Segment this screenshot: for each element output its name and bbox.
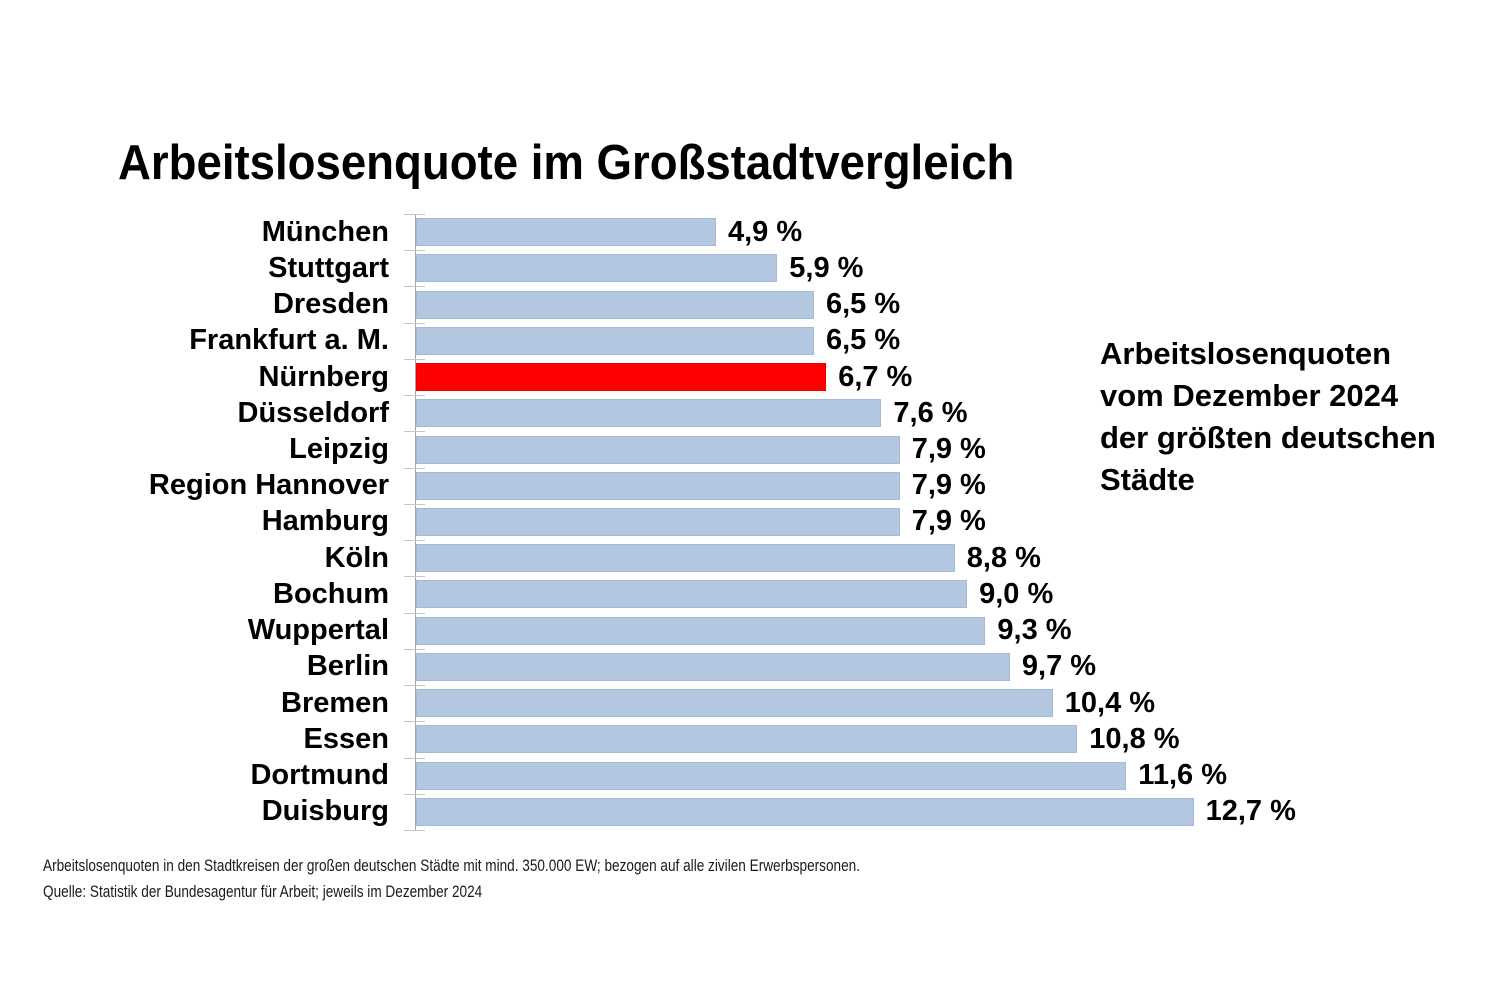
bar <box>416 218 716 247</box>
axis-tick <box>404 757 425 759</box>
bar <box>416 254 778 283</box>
value-label: 11,6 % <box>1138 759 1227 792</box>
bar <box>416 725 1078 754</box>
bar <box>416 507 900 536</box>
value-label: 9,3 % <box>997 614 1072 647</box>
category-label: Duisburg <box>261 795 389 828</box>
footnote-line-1: Arbeitslosenquoten in den Stadtkreisen d… <box>43 856 860 875</box>
axis-tick <box>404 685 425 687</box>
bar-row: Leipzig 7,9 % <box>0 431 1500 467</box>
category-label: München <box>261 215 389 248</box>
bar-row: Bremen 10,4 % <box>0 685 1500 721</box>
value-label: 7,9 % <box>911 469 986 502</box>
bar-row: Düsseldorf 7,6 % <box>0 395 1500 431</box>
category-label: Berlin <box>306 650 389 683</box>
category-label: Stuttgart <box>268 251 389 284</box>
bar <box>416 580 968 609</box>
axis-tick <box>404 214 425 215</box>
axis-tick <box>404 793 425 795</box>
bar-row: München 4,9 % <box>0 214 1500 250</box>
value-label: 7,9 % <box>911 433 986 466</box>
category-label: Region Hannover <box>148 469 389 502</box>
value-label: 6,5 % <box>826 324 901 357</box>
bar <box>416 761 1127 790</box>
axis-tick <box>404 395 425 397</box>
category-axis-line <box>415 214 416 831</box>
value-label: 9,7 % <box>1021 650 1097 683</box>
bar-row: Nürnberg 6,7 % <box>0 359 1500 395</box>
bar <box>416 326 814 355</box>
axis-tick <box>404 322 425 324</box>
value-label: 6,5 % <box>826 288 901 321</box>
bar-row: Frankfurt a. M. 6,5 % <box>0 323 1500 359</box>
category-label: Köln <box>324 541 389 574</box>
value-label: 12,7 % <box>1205 795 1296 828</box>
bar-row: Wuppertal 9,3 % <box>0 613 1500 649</box>
axis-tick <box>404 250 425 252</box>
category-label: Bremen <box>281 686 389 719</box>
category-label: Essen <box>303 722 389 755</box>
axis-tick <box>404 467 425 469</box>
bar <box>416 290 814 319</box>
axis-tick <box>404 286 425 288</box>
category-label: Leipzig <box>289 433 389 466</box>
category-label: Hamburg <box>261 505 389 538</box>
bar-row: Dortmund 11,6 % <box>0 758 1500 794</box>
axis-tick <box>404 540 425 542</box>
bar <box>416 616 986 645</box>
bar-row: Berlin 9,7 % <box>0 649 1500 685</box>
side-annotation: Arbeitslosenquoten vom Dezember 2024 der… <box>1100 336 1436 497</box>
bar-row: Köln 8,8 % <box>0 540 1500 576</box>
bar <box>416 652 1010 681</box>
value-label: 8,8 % <box>966 541 1041 574</box>
axis-tick <box>404 358 425 360</box>
bar <box>416 544 955 573</box>
value-label: 10,4 % <box>1064 686 1156 719</box>
bar-row: Dresden 6,5 % <box>0 286 1500 322</box>
value-label: 7,9 % <box>911 505 986 538</box>
bar <box>416 689 1053 718</box>
bar-row: Hamburg 7,9 % <box>0 504 1500 540</box>
value-label: 9,0 % <box>979 577 1054 610</box>
value-label: 10,8 % <box>1089 722 1180 755</box>
bar-row: Stuttgart 5,9 % <box>0 250 1500 286</box>
category-label: Nürnberg <box>258 360 390 393</box>
value-label: 7,6 % <box>893 396 968 429</box>
bar <box>416 471 900 500</box>
axis-tick <box>404 503 425 505</box>
value-label: 4,9 % <box>728 215 803 248</box>
bar <box>416 435 900 464</box>
category-label: Bochum <box>273 577 389 610</box>
bar <box>416 399 882 428</box>
category-label: Wuppertal <box>247 614 389 647</box>
category-label: Düsseldorf <box>237 396 389 429</box>
bar-row: Bochum 9,0 % <box>0 576 1500 612</box>
axis-tick <box>404 612 425 614</box>
value-label: 6,7 % <box>838 360 913 393</box>
footnotes: Arbeitslosenquoten in den Stadtkreisen d… <box>43 853 1064 905</box>
axis-tick <box>404 721 425 723</box>
axis-tick <box>404 648 425 650</box>
category-label: Dortmund <box>250 759 389 792</box>
axis-tick <box>404 431 425 433</box>
axis-tick <box>404 830 425 831</box>
bar-row: Essen 10,8 % <box>0 721 1500 757</box>
axis-tick <box>404 576 425 578</box>
bar-row: Region Hannover 7,9 % <box>0 468 1500 504</box>
bar-chart-plot-area: München 4,9 % Stuttgart 5,9 % Dresden 6,5 % Fr… <box>0 214 1500 831</box>
bar-row: Duisburg 12,7 % <box>0 794 1500 830</box>
category-label: Frankfurt a. M. <box>189 324 389 357</box>
chart-title: Arbeitslosenquote im Großstadtvergleich <box>118 136 1015 190</box>
footnote-line-2: Quelle: Statistik der Bundesagentur für … <box>43 882 483 901</box>
value-label: 5,9 % <box>789 251 864 284</box>
bar <box>416 797 1194 826</box>
bar-highlighted <box>416 363 827 392</box>
category-label: Dresden <box>272 288 389 321</box>
